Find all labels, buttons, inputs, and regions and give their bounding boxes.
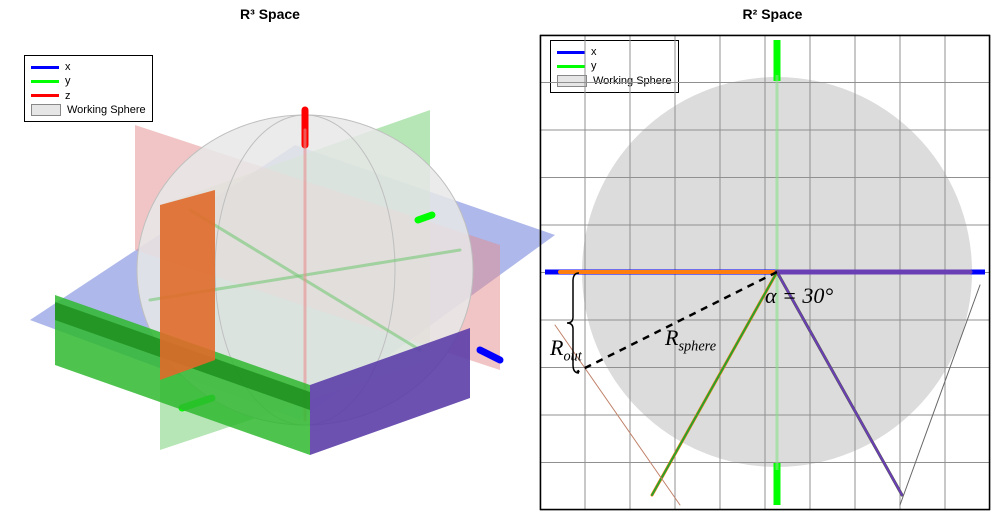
title-r3: R³ Space bbox=[240, 6, 300, 22]
label-r-out: Rout bbox=[550, 335, 582, 365]
svg-r2 bbox=[540, 35, 990, 510]
plot-r3 bbox=[0, 50, 540, 510]
panel-r3: R³ Space xyzWorking Sphere bbox=[0, 0, 540, 519]
plot-r2: α = 30° Rsphere Rout bbox=[540, 35, 990, 510]
label-alpha: α = 30° bbox=[765, 283, 833, 309]
figure-container: R³ Space xyzWorking Sphere R² Space xyWo… bbox=[0, 0, 1005, 519]
title-r2: R² Space bbox=[743, 6, 803, 22]
panel-r2: R² Space xyWorking Sphere α = 30° Rspher… bbox=[540, 0, 1005, 519]
y-axis-pos-tick bbox=[418, 215, 432, 220]
label-r-sphere: Rsphere bbox=[665, 325, 716, 355]
svg-r3 bbox=[0, 50, 540, 510]
orange-slab bbox=[160, 190, 215, 380]
